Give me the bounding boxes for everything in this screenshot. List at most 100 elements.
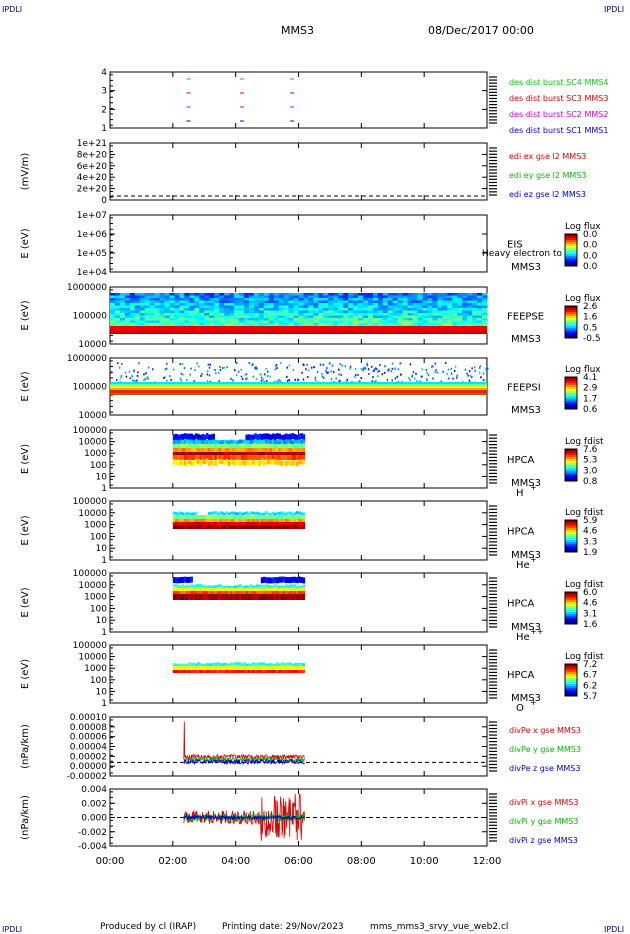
spectrogram-cell (300, 519, 303, 522)
spectrogram-cell (273, 313, 280, 316)
spectrogram-cell (172, 666, 176, 670)
spectrogram-cell (422, 310, 428, 314)
spectrogram-cell (114, 318, 121, 321)
spectrogram-cell (265, 433, 268, 440)
spectrogram-cell (245, 594, 249, 600)
spectrogram-cell (225, 594, 229, 600)
spectrogram-cell (302, 594, 306, 600)
colorbar-swatch (565, 616, 577, 619)
spectrogram-cell (262, 448, 266, 452)
spectrogram-cell (271, 519, 275, 522)
corner-label-top-left: IPDLI (2, 5, 22, 14)
spectrogram-cell (333, 293, 339, 296)
spectrogram-cell (205, 455, 209, 460)
spectrogram-cell (308, 310, 314, 314)
y-tick-label: 1 (101, 556, 107, 566)
spectrogram-cell (291, 519, 295, 522)
spectrogram-cell (284, 591, 288, 594)
colorbar-swatch (565, 622, 577, 625)
spectrogram-cell (179, 439, 183, 444)
spectrogram-cell (313, 300, 319, 304)
spectrogram-cell (179, 591, 183, 594)
spectrogram-cell (269, 459, 273, 465)
spectrogram-cell (407, 310, 413, 314)
spectrogram-cell (219, 298, 225, 301)
spectrogram-cell (284, 452, 288, 455)
spectrogram-cell (214, 318, 220, 321)
spectrogram-cell (175, 452, 178, 455)
spectrogram-cell (225, 522, 229, 525)
spectrogram-cell (248, 295, 255, 299)
spectrogram-cell (278, 448, 281, 452)
spectrogram-cell (188, 591, 191, 594)
spectrogram-cell (437, 298, 443, 301)
spectrogram-cell (417, 318, 423, 321)
spectrogram-dot (364, 367, 367, 370)
spectrogram-dot (349, 367, 351, 370)
spectrogram-cell (139, 310, 146, 314)
spectrogram-cell (362, 310, 369, 314)
spectrogram-cell (273, 305, 280, 309)
spectrogram-cell (482, 305, 488, 309)
spectrogram-dot (373, 369, 376, 372)
spectrogram-cell (144, 315, 151, 319)
spectrogram-cell (256, 460, 260, 466)
spectrogram-cell (183, 519, 187, 522)
spectrogram-cell (192, 588, 196, 591)
spectrogram-cell (289, 522, 292, 525)
spectrogram-cell (318, 303, 324, 306)
spectrogram-cell (192, 585, 196, 589)
spectrogram-cell (238, 455, 242, 460)
spectrogram-cell (177, 670, 180, 673)
spectrogram-cell (377, 320, 384, 324)
spectrogram-cell (232, 452, 235, 455)
spectrogram-cell (271, 525, 275, 529)
spectrogram-cell (267, 512, 270, 516)
spectrogram-cell (225, 519, 229, 522)
spectrogram-cell (249, 591, 253, 594)
spectrogram-cell (227, 461, 231, 467)
spectrogram-cell (181, 525, 185, 529)
spectrogram-cell (268, 295, 275, 299)
spectrogram-dot (394, 367, 396, 370)
spectrogram-cell (188, 662, 191, 666)
spectrogram-cell (114, 295, 121, 299)
spectrogram-cell (241, 522, 244, 525)
spectrogram-cell (188, 666, 191, 670)
spectrogram-cell (303, 318, 309, 321)
spectrogram-dot (302, 378, 305, 381)
spectrogram-dot (377, 370, 379, 373)
spectrogram-cell (278, 440, 281, 445)
spectrogram-cell (295, 588, 299, 591)
spectrogram-cell (209, 318, 215, 321)
spectrogram-cell (229, 320, 235, 324)
spectrogram-cell (169, 305, 175, 309)
spectrogram-cell (241, 588, 244, 591)
spectrogram-dot (240, 375, 243, 378)
spectrogram-cell (467, 315, 473, 319)
spectrogram-cell (149, 310, 156, 314)
spectrogram-cell (276, 522, 279, 525)
y-axis-label: (nPa/km) (20, 724, 31, 769)
spectrogram-cell (234, 444, 238, 448)
colorbar-swatch (565, 455, 577, 458)
spectrogram-cell (238, 519, 242, 522)
spectrogram-cell (253, 308, 260, 311)
spectrogram-cell (263, 300, 270, 304)
spectrogram-cell (197, 519, 200, 522)
spectrogram-cell (221, 594, 224, 600)
spectrogram-cell (412, 305, 418, 309)
spectrogram-dot (121, 363, 123, 366)
spectrogram-cell (205, 448, 209, 452)
spectrogram-cell (452, 308, 458, 311)
spectrogram-cell (362, 313, 369, 316)
spectrogram-cell (377, 310, 384, 314)
spectrogram-cell (417, 305, 423, 309)
spectrogram-cell (252, 452, 255, 455)
spectrogram-dot (232, 379, 234, 382)
spectrogram-dot (246, 377, 248, 380)
spectrogram-cell (276, 459, 279, 465)
spectrogram-cell (308, 293, 314, 296)
spectrogram-cell (407, 313, 413, 316)
spectrogram-cell (247, 434, 251, 441)
